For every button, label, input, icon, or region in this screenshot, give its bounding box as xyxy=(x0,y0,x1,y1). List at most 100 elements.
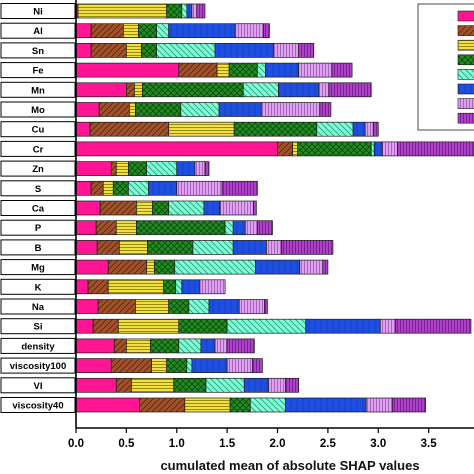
bar-segment xyxy=(76,161,112,176)
bar-segment xyxy=(373,141,383,157)
x-tick-label: 0.0 xyxy=(68,438,84,450)
bar-segment xyxy=(135,299,170,314)
bar-segment xyxy=(186,358,193,373)
bar-segment xyxy=(176,180,223,196)
bar-segment xyxy=(163,279,177,295)
bar-segment xyxy=(76,180,92,196)
category-label-box xyxy=(0,42,76,59)
bar-segment xyxy=(277,141,293,157)
category-label: viscosity100 xyxy=(10,361,67,372)
bar-segment xyxy=(175,279,183,295)
axes xyxy=(75,0,474,429)
bar-segment xyxy=(196,3,206,19)
bar-segment xyxy=(146,259,155,275)
bar-segment xyxy=(221,180,258,196)
bar-segment xyxy=(142,82,244,98)
bar-segment xyxy=(76,102,100,117)
bar-segment xyxy=(176,161,196,176)
bar-segment xyxy=(168,200,205,216)
bar-segment xyxy=(278,82,320,98)
x-tick-label: 2.5 xyxy=(320,438,337,450)
legend-swatch xyxy=(457,54,474,66)
category-label: S xyxy=(35,184,41,195)
bar-segment xyxy=(76,358,112,373)
bar-segment xyxy=(134,82,143,98)
category-label-box xyxy=(0,121,76,138)
bar-segment xyxy=(166,358,188,373)
bar-segment xyxy=(318,82,330,98)
bar-segment xyxy=(90,23,124,39)
bar-segment xyxy=(292,141,299,157)
bar-segment xyxy=(123,23,139,39)
x-tick-label: 3.0 xyxy=(370,438,386,450)
bar-segment xyxy=(234,23,264,39)
bar-segment xyxy=(136,200,153,216)
bar-segment xyxy=(331,62,353,78)
category-label: Fe xyxy=(32,66,43,77)
bar-segment xyxy=(168,121,235,137)
bar-segment xyxy=(113,338,127,354)
bar-segment xyxy=(148,180,178,196)
y-categories: Ni Al Sn Fe Mn Mo Cu Cr Zn S Ca PB Mg K Na Si density vis… xyxy=(0,3,76,413)
bar-segment xyxy=(228,62,258,78)
bar-segment xyxy=(232,220,246,236)
bar-segment xyxy=(102,180,114,196)
bar-segment xyxy=(128,180,149,196)
bar-segment xyxy=(186,3,193,19)
bar-segment xyxy=(257,220,273,236)
bar-segment xyxy=(188,299,210,314)
category-label: Cr xyxy=(33,144,44,155)
bar-segment xyxy=(199,279,226,295)
bar-segment xyxy=(352,121,366,137)
bar-segment xyxy=(214,43,274,58)
bar-segment xyxy=(214,338,228,354)
bar-segment xyxy=(156,23,170,39)
bar-segment xyxy=(233,121,318,137)
bar-segment xyxy=(95,220,117,236)
bar-segment xyxy=(92,318,119,334)
bar-segment xyxy=(257,62,266,78)
category-label: Mg xyxy=(31,263,45,274)
category-label: Ca xyxy=(32,204,45,215)
bar-segment xyxy=(299,259,324,275)
bar-segment xyxy=(138,23,157,39)
bar-segment xyxy=(87,279,109,295)
bar-segment xyxy=(178,62,218,78)
bar-segment xyxy=(128,161,147,176)
x-tick-label: 1.0 xyxy=(169,438,185,450)
bar-segment xyxy=(173,377,207,393)
category-label: Mo xyxy=(31,105,45,116)
category-label-box xyxy=(0,219,76,236)
bar-segment xyxy=(224,220,234,236)
bar-segment xyxy=(76,43,92,58)
bar-segment xyxy=(178,318,228,334)
bar-segment xyxy=(226,318,307,334)
bar-segment xyxy=(184,397,231,413)
bar-segment xyxy=(203,200,221,216)
bar-segment xyxy=(97,299,136,314)
bar-segment xyxy=(263,23,270,39)
bar-segment xyxy=(178,338,202,354)
bar-segment xyxy=(76,200,101,216)
bar-segment xyxy=(381,141,398,157)
bar-segment xyxy=(251,358,263,373)
category-label: Mn xyxy=(31,85,45,96)
bar-segment xyxy=(194,161,206,176)
bar-segment xyxy=(255,259,301,275)
bar-segment xyxy=(115,220,137,236)
bar-segment xyxy=(107,279,165,295)
bar-segment xyxy=(76,397,140,413)
bar-segment xyxy=(216,62,230,78)
bar-segment xyxy=(76,299,99,314)
bar-segment xyxy=(141,43,157,58)
bar-segment xyxy=(156,43,216,58)
category-label-box xyxy=(0,377,76,394)
bar-segment xyxy=(319,102,332,117)
bar-segment xyxy=(298,62,333,78)
x-tick-label: 3.5 xyxy=(421,438,438,450)
bar-segment xyxy=(89,121,170,137)
bar-segment xyxy=(364,121,374,137)
category-label: Ni xyxy=(33,7,43,18)
bar-segment xyxy=(305,318,381,334)
bar-segment xyxy=(397,141,474,157)
